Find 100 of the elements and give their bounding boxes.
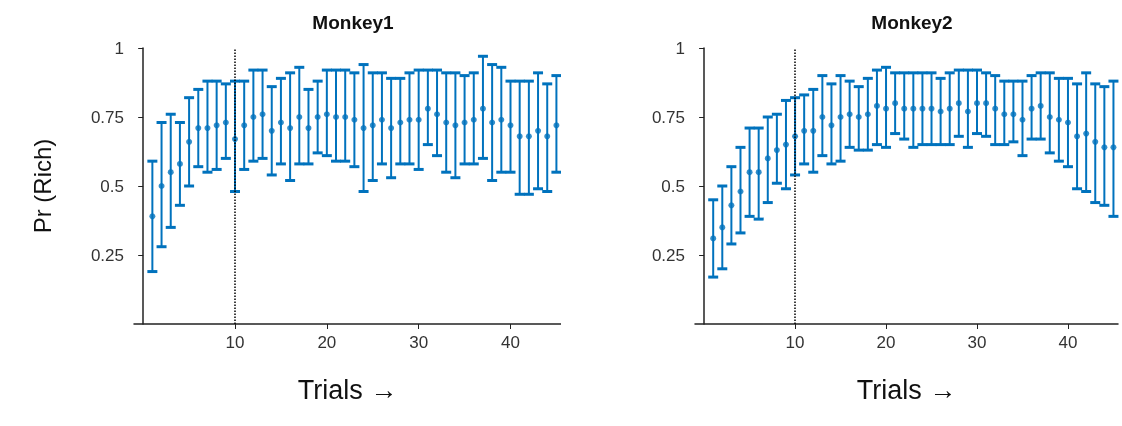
point [406,116,413,123]
point [250,114,257,120]
x-tick-label: 40 [1058,333,1078,352]
point [268,127,275,134]
chart-title: Monkey1 [312,12,395,33]
y-tick-label: 0.25 [90,245,124,265]
point [810,127,817,134]
point [710,235,717,242]
point [360,125,367,132]
point [535,127,542,134]
x-tick-label: 30 [409,333,429,352]
point [461,119,468,126]
point [873,102,880,109]
point [883,105,890,112]
x-tick-label: 40 [501,333,520,352]
point [489,119,496,126]
point [974,100,980,107]
point [378,116,385,123]
point [1046,114,1053,120]
point [507,122,514,129]
point [434,111,441,118]
point [388,125,395,132]
point [910,105,917,112]
point [167,169,174,176]
point [864,111,871,118]
point [323,111,330,118]
point [415,116,422,123]
point [992,105,999,112]
x-tick-label: 10 [225,333,245,352]
point [801,127,808,134]
point [296,114,303,120]
point [544,133,551,140]
point [305,125,312,132]
point [1074,133,1081,140]
point [470,116,477,123]
point [452,122,459,129]
point [1037,102,1044,109]
point [919,105,926,112]
point [782,141,789,148]
point [213,122,220,129]
y-tick-label: 1 [675,38,685,58]
point [351,116,358,123]
point [1028,105,1035,112]
point [728,202,735,209]
point [186,138,193,145]
point [479,105,486,112]
point [277,119,284,126]
y-tick-label: 0.5 [100,176,124,196]
point [901,105,908,112]
chart-title: Monkey2 [871,12,953,33]
point [828,122,835,129]
point [443,119,450,126]
point [755,169,762,176]
point [764,155,771,162]
y-tick-label: 0.75 [651,107,685,127]
point [892,100,899,107]
point [516,133,523,140]
point [498,116,505,123]
point [369,122,376,129]
point [287,125,294,132]
point [1064,119,1071,126]
point [928,105,935,112]
point [314,114,321,120]
point [746,169,753,176]
point [149,213,156,220]
point [983,100,990,107]
point [773,147,780,154]
point [1001,111,1008,118]
y-tick-label: 0.75 [90,107,124,127]
point [846,111,853,118]
point [553,122,560,129]
point [424,105,431,112]
x-tick-label: 10 [785,333,805,352]
x-tick-label: 20 [317,333,337,352]
y-tick-label: 1 [114,38,124,58]
point [525,133,532,140]
x-tick-label: 20 [876,333,896,352]
point [1092,138,1099,145]
point [241,122,248,129]
x-tick-label: 30 [967,333,987,352]
point [819,114,826,120]
x-axis-title: Trials → [297,374,398,405]
y-axis-title: Pr (Rich) [28,138,56,234]
point [964,108,971,115]
point [937,108,944,115]
y-tick-label: 0.25 [651,245,685,265]
point [719,224,726,231]
point [1083,130,1090,137]
point [1101,144,1108,151]
point [176,160,183,167]
point [1019,116,1026,123]
point [837,114,844,120]
point [1110,144,1117,151]
x-axis-title: Trials → [856,374,957,405]
point [1010,111,1017,118]
point [195,125,202,132]
point [222,119,229,126]
point [333,114,340,120]
point [946,105,953,112]
point [1055,116,1062,123]
